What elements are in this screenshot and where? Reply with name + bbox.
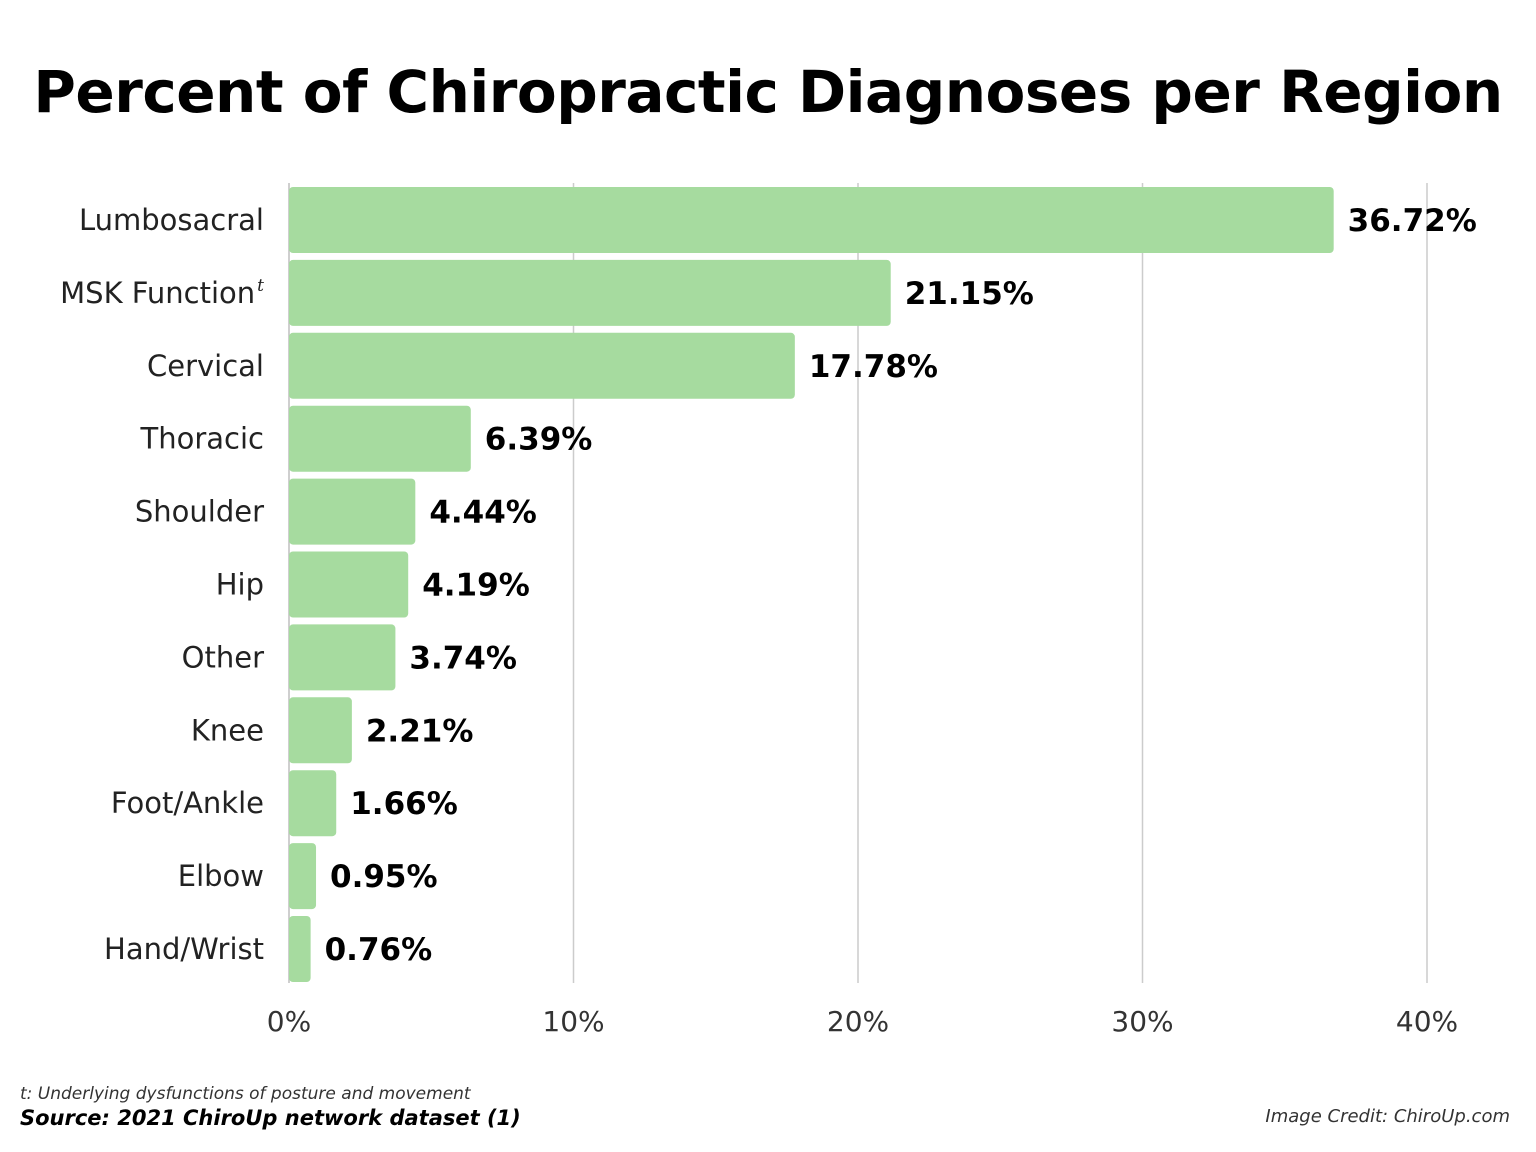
x-tick-label: 0% [267, 1005, 311, 1038]
chart-title: Percent of Chiropractic Diagnoses per Re… [33, 58, 1503, 126]
x-tick-label: 30% [1111, 1005, 1173, 1038]
bar [289, 187, 1334, 253]
category-label: MSK Function t [60, 276, 264, 310]
category-label: Hip [216, 568, 264, 602]
bar [289, 332, 795, 399]
value-label: 4.44% [429, 495, 537, 531]
category-labels: Lumbosacral MSK Function t Cervical Thoracic… [60, 203, 264, 966]
bar [289, 551, 409, 618]
bar [289, 259, 891, 326]
x-tick-label: 20% [827, 1005, 889, 1038]
category-label: Knee [191, 713, 264, 747]
value-label: 2.21% [366, 713, 474, 749]
bar [289, 624, 396, 691]
value-label: 1.66% [350, 786, 458, 822]
bar [289, 478, 416, 545]
value-label: 0.76% [325, 932, 433, 968]
value-labels: 36.72% 21.15% 17.78% 6.39% 4.44% 4.19% 3.74% 2.… [325, 203, 1477, 968]
category-label: Cervical [147, 349, 264, 383]
category-label: Hand/Wrist [104, 932, 264, 966]
footnote: t: Underlying dysfunctions of posture an… [20, 1084, 471, 1104]
bar [289, 916, 311, 982]
x-tick-label: 40% [1396, 1005, 1458, 1038]
source-note: Source: 2021 ChiroUp network dataset (1) [20, 1106, 521, 1130]
bar [289, 770, 337, 837]
value-label: 36.72% [1348, 203, 1477, 239]
category-label: Elbow [178, 859, 264, 893]
x-axis-ticks: 0% 10% 20% 30% 40% [267, 1005, 1458, 1038]
value-label: 17.78% [809, 349, 938, 385]
bar [289, 843, 317, 910]
category-label: Lumbosacral [79, 203, 264, 237]
value-label: 21.15% [905, 276, 1034, 312]
category-label: Thoracic [140, 422, 264, 456]
value-label: 4.19% [422, 568, 530, 604]
bar [289, 405, 471, 472]
image-credit: Image Credit: ChiroUp.com [1265, 1106, 1510, 1127]
category-label: Shoulder [135, 495, 264, 529]
bars [289, 187, 1334, 982]
category-label: Other [182, 640, 264, 674]
bar [289, 697, 352, 764]
value-label: 3.74% [409, 640, 517, 676]
value-label: 6.39% [485, 422, 593, 458]
category-label: Foot/Ankle [111, 786, 264, 820]
value-label: 0.95% [330, 859, 438, 895]
x-tick-label: 10% [542, 1005, 604, 1038]
